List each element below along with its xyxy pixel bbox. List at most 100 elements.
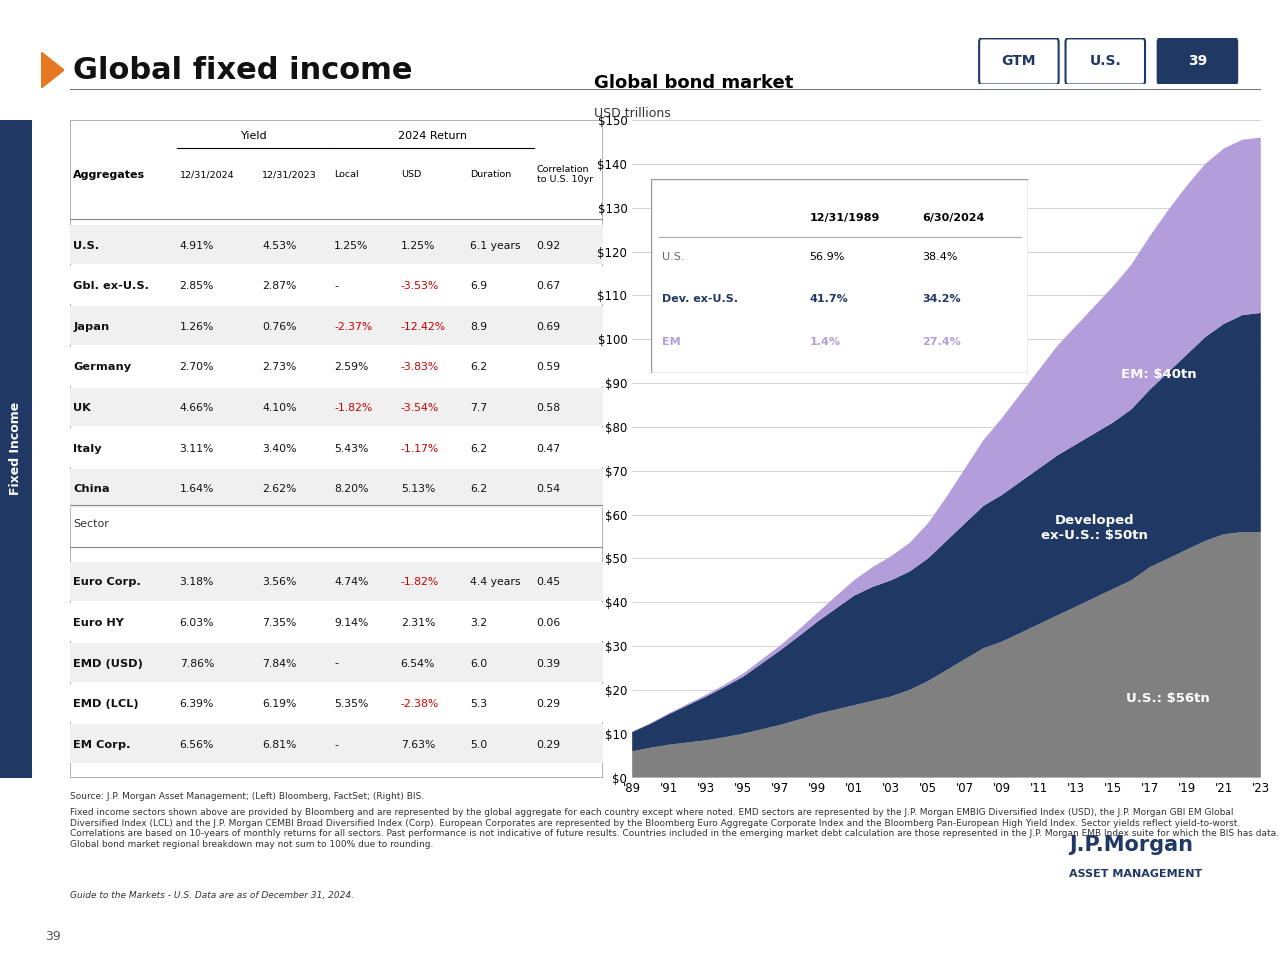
- Text: 4.10%: 4.10%: [262, 403, 297, 413]
- Text: 2.73%: 2.73%: [262, 362, 297, 372]
- Text: 6.54%: 6.54%: [401, 659, 435, 668]
- Text: 4.4 years: 4.4 years: [470, 577, 521, 588]
- Text: J.P.Morgan: J.P.Morgan: [1069, 835, 1193, 855]
- Text: 6.9: 6.9: [470, 281, 488, 291]
- Text: 7.86%: 7.86%: [179, 659, 214, 668]
- Text: 0.54: 0.54: [536, 484, 561, 494]
- Text: 0.29: 0.29: [536, 699, 561, 709]
- Text: Japan: Japan: [73, 322, 109, 332]
- Text: 3.40%: 3.40%: [262, 444, 297, 454]
- Text: 2.59%: 2.59%: [334, 362, 369, 372]
- FancyBboxPatch shape: [70, 603, 603, 641]
- FancyBboxPatch shape: [70, 388, 603, 426]
- Text: 2.62%: 2.62%: [262, 484, 297, 494]
- Text: Euro Corp.: Euro Corp.: [73, 577, 141, 588]
- Text: 0.69: 0.69: [536, 322, 561, 332]
- Text: -2.38%: -2.38%: [401, 699, 439, 709]
- Text: 7.35%: 7.35%: [262, 618, 297, 628]
- Text: China: China: [73, 484, 110, 494]
- Text: EM Corp.: EM Corp.: [73, 740, 131, 750]
- Text: 9.14%: 9.14%: [334, 618, 369, 628]
- Text: 0.29: 0.29: [536, 740, 561, 750]
- Text: 12/31/2024: 12/31/2024: [179, 170, 234, 180]
- Text: -1.82%: -1.82%: [334, 403, 372, 413]
- Text: 7.7: 7.7: [470, 403, 488, 413]
- Text: 8.20%: 8.20%: [334, 484, 369, 494]
- Text: 3.18%: 3.18%: [179, 577, 214, 588]
- Text: 0.58: 0.58: [536, 403, 561, 413]
- Text: 5.35%: 5.35%: [334, 699, 369, 709]
- Text: 5.0: 5.0: [470, 740, 488, 750]
- Text: 6.2: 6.2: [470, 484, 488, 494]
- Text: Aggregates: Aggregates: [73, 170, 145, 180]
- Text: -: -: [334, 659, 338, 668]
- Text: 4.66%: 4.66%: [179, 403, 214, 413]
- FancyBboxPatch shape: [0, 120, 32, 778]
- Text: 4.74%: 4.74%: [334, 577, 369, 588]
- Text: 1.64%: 1.64%: [179, 484, 214, 494]
- Text: Developed
ex-U.S.: $50tn: Developed ex-U.S.: $50tn: [1041, 514, 1148, 541]
- Text: Fixed income sectors shown above are provided by Bloomberg and are represented b: Fixed income sectors shown above are pro…: [70, 808, 1280, 849]
- Text: Global fixed income: Global fixed income: [73, 56, 412, 84]
- Text: Source: J.P. Morgan Asset Management; (Left) Bloomberg, FactSet; (Right) BIS.: Source: J.P. Morgan Asset Management; (L…: [70, 792, 425, 801]
- Text: Fixed Income: Fixed Income: [9, 402, 23, 495]
- Text: 6.39%: 6.39%: [179, 699, 214, 709]
- Text: 6.19%: 6.19%: [262, 699, 297, 709]
- Text: 5.43%: 5.43%: [334, 444, 369, 454]
- Text: -12.42%: -12.42%: [401, 322, 445, 332]
- Text: U.S.: $56tn: U.S.: $56tn: [1126, 692, 1210, 706]
- Text: 0.47: 0.47: [536, 444, 561, 454]
- Text: -1.82%: -1.82%: [401, 577, 439, 588]
- Text: Local: Local: [334, 170, 358, 180]
- Text: 2.87%: 2.87%: [262, 281, 297, 291]
- FancyBboxPatch shape: [70, 120, 603, 778]
- Polygon shape: [41, 52, 64, 88]
- Text: EMD (LCL): EMD (LCL): [73, 699, 138, 709]
- Text: 6.56%: 6.56%: [179, 740, 214, 750]
- Text: 6.2: 6.2: [470, 444, 488, 454]
- Text: 4.53%: 4.53%: [262, 241, 297, 251]
- Text: Correlation
to U.S. 10yr: Correlation to U.S. 10yr: [536, 165, 593, 184]
- Text: USD: USD: [401, 170, 421, 180]
- Text: Germany: Germany: [73, 362, 131, 372]
- Text: -: -: [334, 281, 338, 291]
- FancyBboxPatch shape: [70, 306, 603, 345]
- Text: 1.25%: 1.25%: [334, 241, 369, 251]
- Text: Gbl. ex-U.S.: Gbl. ex-U.S.: [73, 281, 148, 291]
- Text: 2024 Return: 2024 Return: [398, 132, 467, 141]
- Text: -3.53%: -3.53%: [401, 281, 439, 291]
- Text: Yield: Yield: [241, 132, 268, 141]
- Text: U.S.: U.S.: [1089, 55, 1121, 68]
- Text: UK: UK: [73, 403, 91, 413]
- Text: -: -: [334, 740, 338, 750]
- FancyBboxPatch shape: [1065, 38, 1146, 84]
- Text: -1.17%: -1.17%: [401, 444, 439, 454]
- Text: Italy: Italy: [73, 444, 101, 454]
- Text: Global bond market: Global bond market: [594, 74, 794, 92]
- Text: 6.0: 6.0: [470, 659, 488, 668]
- Text: Duration: Duration: [470, 170, 511, 180]
- Text: USD trillions: USD trillions: [594, 107, 671, 120]
- Text: 0.45: 0.45: [536, 577, 561, 588]
- Text: Sector: Sector: [73, 518, 109, 529]
- FancyBboxPatch shape: [70, 725, 603, 763]
- Text: 3.2: 3.2: [470, 618, 488, 628]
- Text: -3.54%: -3.54%: [401, 403, 439, 413]
- Text: 39: 39: [1188, 55, 1207, 68]
- Text: 7.63%: 7.63%: [401, 740, 435, 750]
- FancyBboxPatch shape: [1157, 38, 1238, 84]
- Text: 2.31%: 2.31%: [401, 618, 435, 628]
- Text: 1.26%: 1.26%: [179, 322, 214, 332]
- FancyBboxPatch shape: [70, 643, 603, 682]
- Text: 6.81%: 6.81%: [262, 740, 297, 750]
- Text: EM: $40tn: EM: $40tn: [1121, 368, 1197, 381]
- Text: 7.84%: 7.84%: [262, 659, 297, 668]
- Text: 2.85%: 2.85%: [179, 281, 214, 291]
- Text: 0.92: 0.92: [536, 241, 561, 251]
- Text: EMD (USD): EMD (USD): [73, 659, 143, 668]
- Text: 1.25%: 1.25%: [401, 241, 435, 251]
- Text: 6.03%: 6.03%: [179, 618, 214, 628]
- Text: 8.9: 8.9: [470, 322, 488, 332]
- FancyBboxPatch shape: [70, 348, 603, 386]
- FancyBboxPatch shape: [70, 562, 603, 601]
